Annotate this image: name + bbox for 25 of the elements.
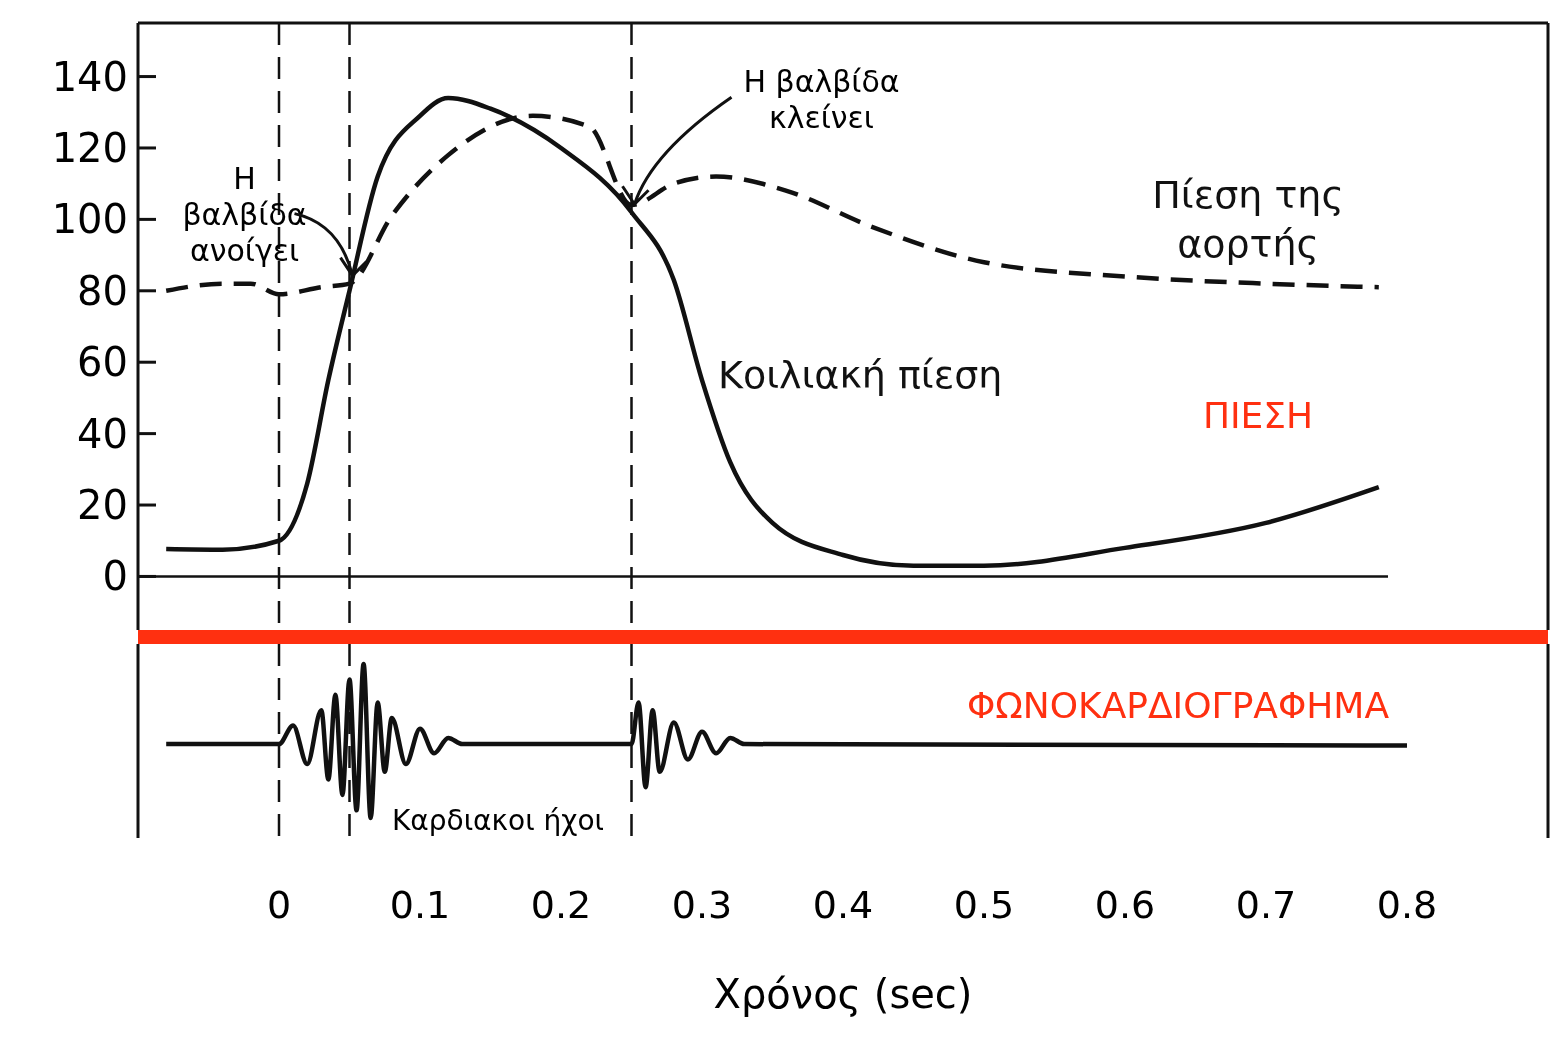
y-tick-label: 100	[51, 196, 128, 243]
y-tick-label: 40	[77, 410, 128, 457]
x-tick-label: 0.8	[1376, 883, 1438, 927]
x-tick-label: 0.3	[671, 883, 733, 927]
x-tick-label: 0.7	[1235, 883, 1297, 927]
y-tick-label: 80	[77, 267, 128, 314]
x-axis-title: Χρόνος (sec)	[713, 971, 973, 1017]
annotation: ΠΙΕΣΗ	[1202, 395, 1314, 436]
x-tick-label: 0.2	[530, 883, 592, 927]
y-tick-label: 140	[51, 53, 128, 100]
x-tick-label: 0	[266, 883, 292, 927]
x-tick-label: 0.4	[812, 883, 874, 927]
x-tick-label: 0.6	[1094, 883, 1156, 927]
series-label: Κοιλιακή πίεση	[718, 353, 1003, 397]
y-tick-label: 60	[77, 339, 128, 386]
y-tick-label: 0	[102, 553, 128, 600]
series-label: Πίεση της αορτής	[1152, 173, 1344, 267]
annotation: Η βαλβίδα ανοίγει	[182, 160, 307, 268]
annotation: ΦΩΝΟΚΑΡΔΙΟΓΡΑΦΗΜΑ	[966, 685, 1390, 726]
annotation: Καρδιακοι ήχοι	[391, 804, 605, 837]
y-tick-label: 20	[77, 482, 128, 529]
x-tick-label: 0.5	[953, 883, 1015, 927]
annotation: Η βαλβίδα κλείνει	[743, 64, 900, 136]
y-tick-label: 120	[51, 124, 128, 171]
x-tick-label: 0.1	[389, 883, 451, 927]
